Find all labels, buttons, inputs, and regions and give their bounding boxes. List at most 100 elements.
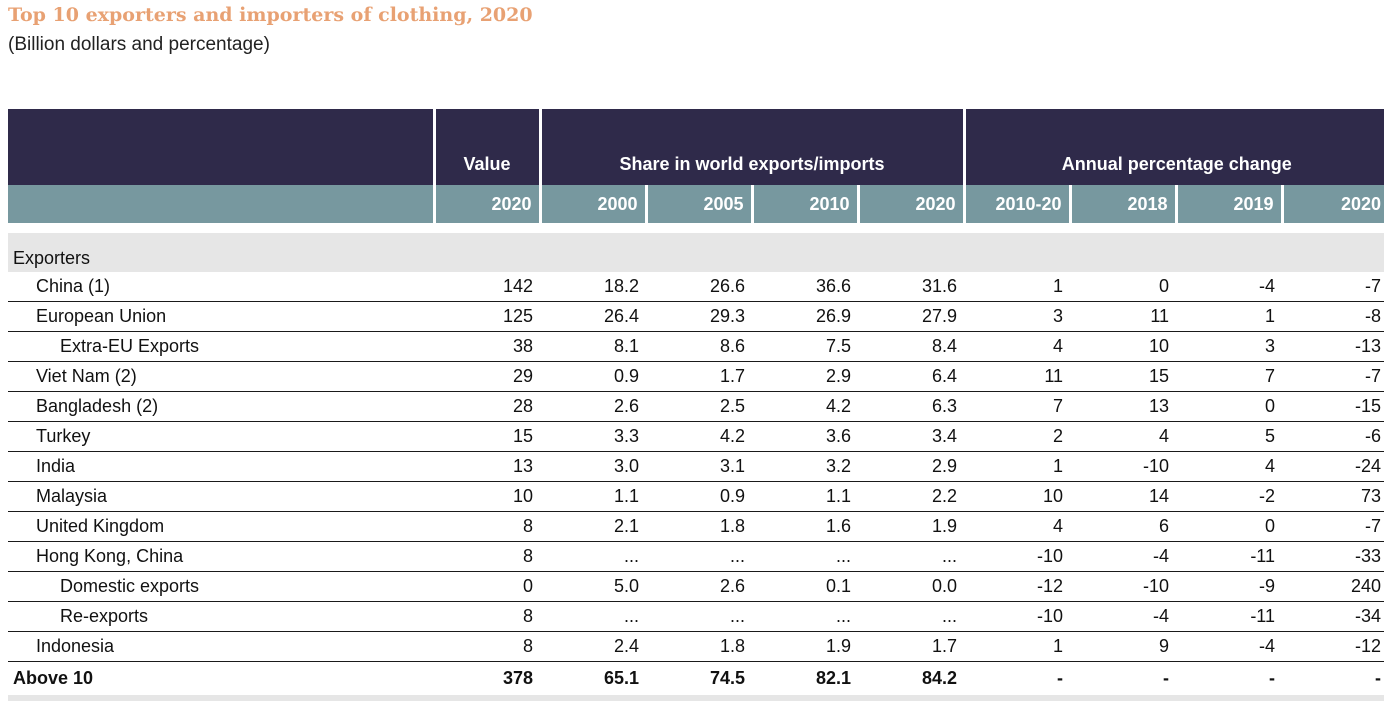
table-cell: 8 — [434, 631, 540, 662]
table-row: Domestic exports 0 5.0 2.6 0.1 0.0 -12 -10 -9 240 — [8, 571, 1384, 602]
table-cell: -7 — [1282, 272, 1384, 302]
header-share: Share in world exports/imports — [538, 109, 964, 185]
table-cell: 10 — [1070, 331, 1176, 362]
row-label: Viet Nam (2) — [8, 361, 434, 392]
table-cell: 9 — [1070, 631, 1176, 662]
table-cell: 125 — [434, 301, 540, 332]
table-cell: -7 — [1282, 361, 1384, 392]
table-cell: -15 — [1282, 391, 1384, 422]
table-cell: 5 — [1176, 421, 1282, 452]
row-label: European Union — [8, 301, 434, 332]
table-cell: -24 — [1282, 451, 1384, 482]
table-cell: 10 — [434, 481, 540, 512]
table-cell: -7 — [1282, 511, 1384, 542]
total-cell: - — [1269, 668, 1275, 688]
table-row: Bangladesh (2) 28 2.6 2.5 4.2 6.3 7 13 0 -15 — [8, 391, 1384, 422]
table-row: Turkey 15 3.3 4.2 3.6 3.4 2 4 5 -6 — [8, 421, 1384, 452]
table-cell: ... — [752, 541, 858, 572]
table-cell: 73 — [1282, 481, 1384, 512]
table-cell: 38 — [434, 331, 540, 362]
table-cell: 2.6 — [646, 571, 752, 602]
table-cell: 7 — [1176, 361, 1282, 392]
table-cell: 31.6 — [858, 272, 964, 302]
total-cell: - — [1163, 668, 1169, 688]
table-cell: 1.6 — [752, 511, 858, 542]
table-cell: 1.8 — [646, 511, 752, 542]
table-cell: ... — [858, 541, 964, 572]
table-cell: -4 — [1176, 631, 1282, 662]
table-cell: 3.0 — [540, 451, 646, 482]
table-cell: 4 — [964, 331, 1070, 362]
header-annual-change: Annual percentage change — [962, 109, 1384, 185]
table-row: Extra-EU Exports 38 8.1 8.6 7.5 8.4 4 10 3 -13 — [8, 331, 1384, 362]
year-header-row: 2020 2000 2005 2010 2020 2010-20 2018 20… — [8, 185, 1384, 223]
table-row: European Union 125 26.4 29.3 26.9 27.9 3 11 1 -8 — [8, 301, 1384, 332]
table-cell: 1 — [1176, 301, 1282, 332]
table-cell: 18.2 — [540, 272, 646, 302]
table-cell: -4 — [1070, 601, 1176, 632]
table-cell: -6 — [1282, 421, 1384, 452]
section-label: Exporters — [8, 233, 1384, 272]
table-row: Malaysia 10 1.1 0.9 1.1 2.2 10 14 -2 73 — [8, 481, 1384, 512]
table-cell: ... — [752, 601, 858, 632]
table-cell: 2.9 — [858, 451, 964, 482]
table-cell: ... — [646, 601, 752, 632]
table-row: Viet Nam (2) 29 0.9 1.7 2.9 6.4 11 15 7 -7 — [8, 361, 1384, 392]
header-blank — [8, 109, 434, 185]
row-label: Extra-EU Exports — [8, 331, 434, 362]
table-cell: 5.0 — [540, 571, 646, 602]
table-cell: -10 — [964, 601, 1070, 632]
table-cell: 2.9 — [752, 361, 858, 392]
table-cell: 29 — [434, 361, 540, 392]
table-cell: -10 — [1070, 571, 1176, 602]
table-cell: 3.6 — [752, 421, 858, 452]
table-cell: 15 — [434, 421, 540, 452]
table-cell: 1.1 — [752, 481, 858, 512]
row-label: India — [8, 451, 434, 482]
table-cell: 26.6 — [646, 272, 752, 302]
clothing-trade-table: Value Share in world exports/imports Ann… — [8, 109, 1384, 701]
row-label: Malaysia — [8, 481, 434, 512]
total-cell: - — [1057, 668, 1063, 688]
year-header: 2020 — [856, 185, 964, 223]
table-cell: 6 — [1070, 511, 1176, 542]
row-label: Turkey — [8, 421, 434, 452]
year-header: 2018 — [1068, 185, 1176, 223]
group-header-row: Value Share in world exports/imports Ann… — [8, 109, 1384, 185]
table-row: United Kingdom 8 2.1 1.8 1.6 1.9 4 6 0 -7 — [8, 511, 1384, 542]
table-cell: 0.9 — [540, 361, 646, 392]
year-header: 2020 — [432, 185, 540, 223]
table-cell: 15 — [1070, 361, 1176, 392]
table-cell: 7 — [964, 391, 1070, 422]
total-cell: - — [1375, 668, 1381, 688]
table-cell: -11 — [1176, 601, 1282, 632]
table-cell: 0 — [1070, 272, 1176, 302]
table-row: Indonesia 8 2.4 1.8 1.9 1.7 1 9 -4 -12 — [8, 631, 1384, 662]
table-row: India 13 3.0 3.1 3.2 2.9 1 -10 4 -24 — [8, 451, 1384, 482]
table-cell: -12 — [964, 571, 1070, 602]
table-cell: 142 — [434, 272, 540, 302]
row-label: China (1) — [8, 272, 434, 302]
table-cell: -12 — [1282, 631, 1384, 662]
table-cell: 1.8 — [646, 631, 752, 662]
table-cell: 13 — [434, 451, 540, 482]
year-header: 2010-20 — [962, 185, 1070, 223]
table-cell: -10 — [964, 541, 1070, 572]
table-cell: 1.7 — [646, 361, 752, 392]
table-cell: 6.3 — [858, 391, 964, 422]
table-cell: -9 — [1176, 571, 1282, 602]
total-cell: 74.5 — [709, 668, 745, 688]
table-cell: 3.2 — [752, 451, 858, 482]
table-cell: 1.9 — [858, 511, 964, 542]
row-label: Re-exports — [8, 601, 434, 632]
year-header-blank — [8, 185, 434, 223]
table-cell: ... — [540, 541, 646, 572]
table-cell: ... — [540, 601, 646, 632]
total-label: Above 10 — [13, 668, 94, 688]
table-cell: 3.4 — [858, 421, 964, 452]
table-cell: ... — [646, 541, 752, 572]
table-cell: 0.1 — [752, 571, 858, 602]
table-cell: 4 — [1176, 451, 1282, 482]
table-cell: -34 — [1282, 601, 1384, 632]
table-cell: 2 — [964, 421, 1070, 452]
